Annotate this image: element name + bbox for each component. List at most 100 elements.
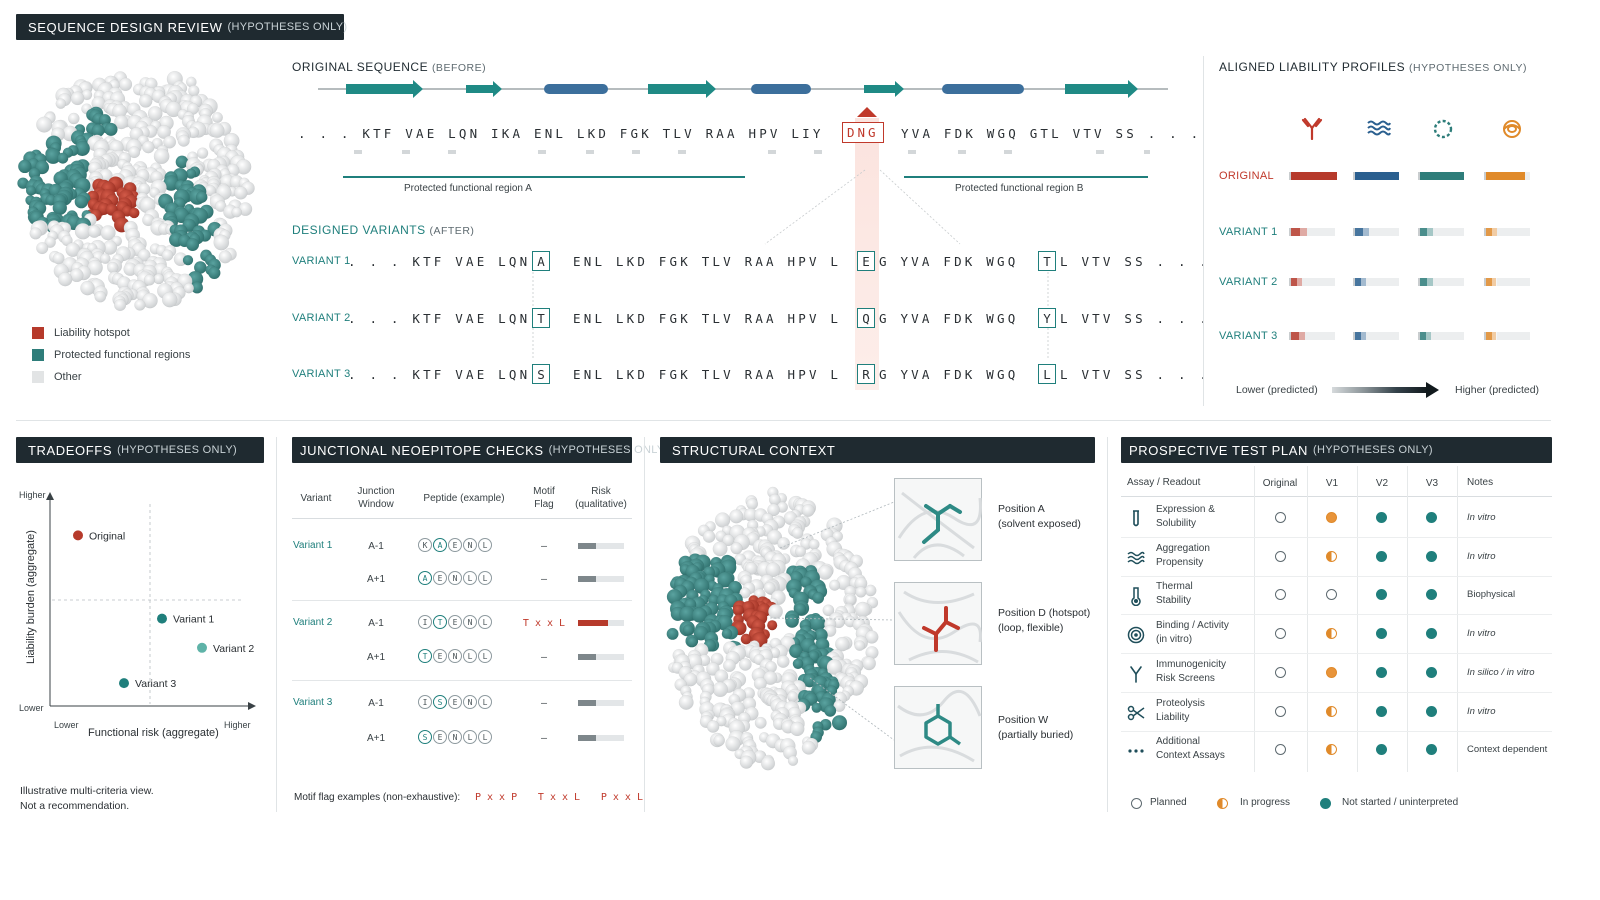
plan-assay-line2: (in vitro) bbox=[1156, 634, 1193, 646]
plan-note: Biophysical bbox=[1467, 589, 1516, 601]
region-b-line bbox=[904, 176, 1148, 178]
profile-bar-track bbox=[1484, 332, 1530, 340]
peptide-residue: L bbox=[478, 615, 492, 629]
plan-status-dot bbox=[1376, 550, 1387, 562]
variant-seq-segment: . . . KTF VAE LQN I bbox=[348, 311, 552, 326]
legend-item-hotspot: Liability hotspot bbox=[32, 327, 130, 339]
scissors-icon bbox=[1127, 703, 1145, 723]
scatter-point bbox=[197, 642, 207, 653]
profile-bar-fill bbox=[1291, 172, 1337, 180]
plan-col-rule-5 bbox=[1457, 466, 1458, 772]
mutation-box: Q bbox=[857, 308, 875, 328]
profile-bar-fill-light bbox=[1363, 228, 1369, 236]
scatter-point bbox=[157, 613, 167, 624]
position-d-line1: Position D (hotspot) bbox=[998, 607, 1091, 619]
plan-status-dot bbox=[1326, 550, 1337, 562]
structural-context-title: STRUCTURAL CONTEXT bbox=[672, 442, 836, 458]
plan-status-dot bbox=[1426, 705, 1437, 717]
chart-axes bbox=[49, 498, 250, 707]
peptide-residue: L bbox=[478, 730, 492, 744]
variant-label: VARIANT 2 bbox=[292, 312, 351, 324]
peptide-residue: E bbox=[448, 695, 462, 709]
plan-status-dot bbox=[1426, 628, 1437, 640]
col-v1: V1 bbox=[1325, 478, 1339, 489]
tradeoffs-note: Illustrative multi-criteria view. Not a … bbox=[20, 784, 154, 814]
profile-bar-track bbox=[1418, 228, 1464, 236]
neo-variant-label: Variant 1 bbox=[293, 540, 333, 551]
plan-assay-line2: Propensity bbox=[1156, 556, 1204, 568]
neo-motif-flag: — bbox=[540, 733, 548, 744]
mutation-box: E bbox=[857, 251, 875, 271]
neo-risk-fill bbox=[578, 576, 596, 582]
plan-assay-label: Expression & Solubility bbox=[1156, 503, 1215, 531]
divider-top-right bbox=[1203, 56, 1204, 406]
liability-profiles-title: ALIGNED LIABILITY PROFILES (HYPOTHESES O… bbox=[1219, 60, 1527, 74]
plan-assay-line1: Binding / Activity bbox=[1156, 620, 1229, 632]
plan-assay-label: Binding / Activity (in vitro) bbox=[1156, 619, 1229, 647]
profile-row-label: VARIANT 2 bbox=[1219, 276, 1278, 288]
mutation-box: R bbox=[857, 364, 875, 384]
peptide-residue: I bbox=[418, 615, 432, 629]
neo-variant-label: Variant 2 bbox=[293, 617, 333, 628]
scatter-point-label: Variant 2 bbox=[213, 643, 254, 655]
peptide-residue: K bbox=[418, 538, 432, 552]
plan-status-dot bbox=[1376, 744, 1387, 756]
neo-window: A-1 bbox=[368, 541, 384, 552]
scale-gradient bbox=[1332, 387, 1428, 393]
plan-col-rule-1 bbox=[1254, 466, 1255, 772]
designed-variants-title: DESIGNED VARIANTS (AFTER) bbox=[292, 223, 474, 237]
profile-bar-track bbox=[1418, 172, 1464, 180]
dotted-ring-icon bbox=[1433, 119, 1453, 139]
header-rule bbox=[292, 518, 632, 519]
mutation-box: L bbox=[1038, 364, 1056, 384]
plan-status-dot bbox=[1275, 550, 1286, 562]
plan-status-dot bbox=[1326, 589, 1337, 601]
profile-bar-track bbox=[1289, 172, 1337, 180]
scatter-point bbox=[73, 530, 83, 541]
peptide-residue: A bbox=[433, 538, 447, 552]
col-window: Junction Window bbox=[357, 486, 395, 510]
plan-status-dot bbox=[1275, 744, 1286, 756]
neo-risk-bar bbox=[578, 735, 624, 741]
plan-status-dot bbox=[1326, 512, 1337, 523]
peptide-residue: E bbox=[433, 730, 447, 744]
profile-bar-fill bbox=[1355, 332, 1366, 340]
structural-context-header: STRUCTURAL CONTEXT bbox=[660, 437, 1095, 463]
conservation-ticks bbox=[354, 150, 1150, 154]
mutation-box: S bbox=[532, 364, 550, 384]
neo-motif-flag: — bbox=[540, 574, 548, 585]
peptide-residue: N bbox=[448, 649, 462, 663]
profile-bar-track bbox=[1484, 278, 1530, 286]
y-high-label: Higher bbox=[19, 490, 46, 500]
plan-status-dot bbox=[1426, 550, 1437, 562]
plan-status-dot bbox=[1376, 628, 1387, 640]
legend-label-protected: Protected functional regions bbox=[54, 349, 191, 361]
neo-window: A+1 bbox=[366, 574, 386, 585]
page-title: SEQUENCE DESIGN REVIEW bbox=[28, 19, 223, 35]
mutation-residue: Y bbox=[1043, 310, 1051, 326]
plan-assay-label: Immunogenicity Risk Screens bbox=[1156, 658, 1226, 686]
position-w-line2: (partially buried) bbox=[998, 729, 1074, 741]
plan-assay-label: Additional Context Assays bbox=[1156, 735, 1225, 763]
plan-assay-line2: Liability bbox=[1156, 711, 1190, 723]
profile-bar-fill-light bbox=[1297, 278, 1302, 286]
tradeoffs-note-line2: Not a recommendation. bbox=[20, 800, 130, 812]
swatch-hotspot bbox=[32, 327, 44, 339]
variant-seq-segment: L VTV SS . . . bbox=[1060, 254, 1211, 269]
plan-assay-line2: Solubility bbox=[1156, 518, 1197, 529]
motif-example-3: P x x L bbox=[600, 792, 643, 803]
profile-bar-fill bbox=[1486, 172, 1525, 180]
col-variant: Variant bbox=[300, 493, 332, 504]
hotspot-text: DNG bbox=[847, 125, 879, 140]
position-w-label: Position W (partially buried) bbox=[998, 713, 1073, 743]
original-sequence-left: . . . KTF VAE LQN IKA ENL LKD FGK TLV RA… bbox=[298, 126, 824, 141]
peptide-residue: L bbox=[478, 538, 492, 552]
peptide-residue: E bbox=[433, 649, 447, 663]
neo-risk-bar bbox=[578, 700, 624, 706]
plan-assay-line2: Risk Screens bbox=[1156, 672, 1215, 684]
plan-assay-line1: Expression & bbox=[1156, 504, 1215, 515]
plan-status-dot bbox=[1426, 666, 1437, 678]
mutation-box: A bbox=[532, 251, 550, 271]
profile-bar-track bbox=[1484, 228, 1530, 236]
